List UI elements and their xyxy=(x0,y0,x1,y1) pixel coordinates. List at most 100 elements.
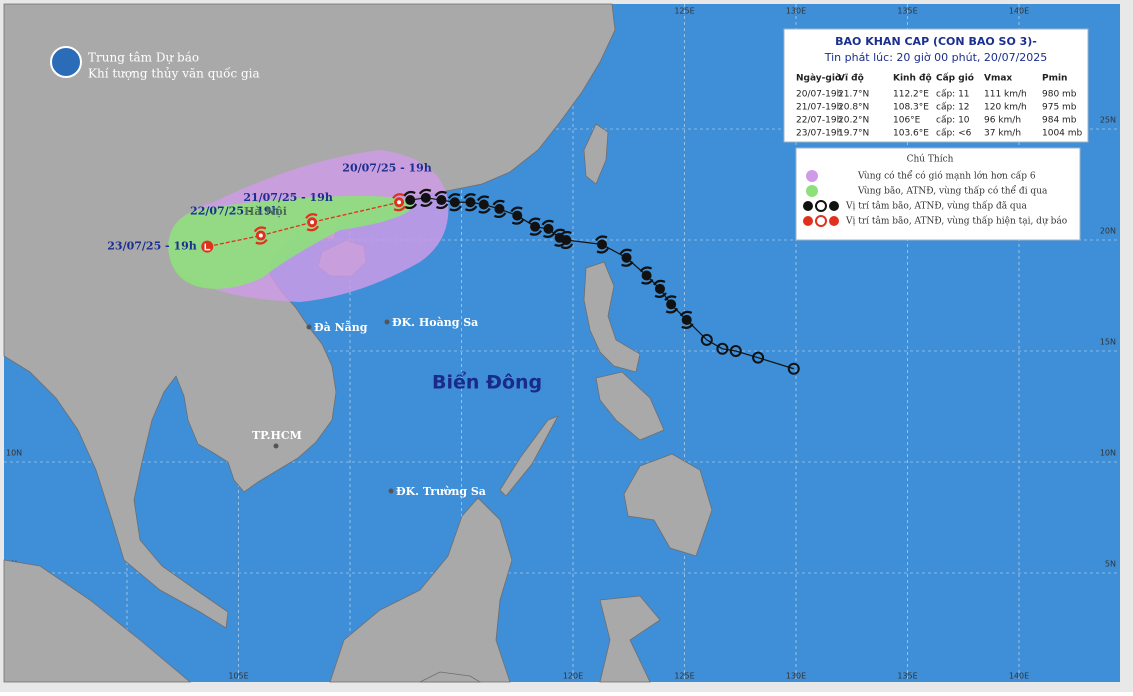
table-header: Ngày-giờ xyxy=(796,73,842,84)
legend-item: Vị trí tâm bão, ATNĐ, vùng thấp đã qua xyxy=(845,201,1027,212)
storm-tail xyxy=(403,190,418,210)
sulawesi xyxy=(599,595,661,683)
storm-symbol xyxy=(418,188,433,207)
forecast-time-label: 22/07/25 - 19h xyxy=(190,205,280,218)
storm-core xyxy=(449,197,460,208)
legend-swatch xyxy=(803,216,813,226)
table-cell: 20/07-19h xyxy=(796,90,842,100)
storm-core xyxy=(512,210,523,221)
place-dot xyxy=(273,443,279,449)
place-dot xyxy=(384,319,390,325)
low-symbol xyxy=(729,345,742,357)
table-cell: 96 km/h xyxy=(984,116,1021,126)
lat-label: 20N xyxy=(1100,227,1116,236)
mindanao xyxy=(623,453,713,557)
storm-core xyxy=(420,192,431,203)
bulletin: BAO KHAN CAP (CON BAO SO 3)- Tin phát lú… xyxy=(783,28,1089,143)
table-cell: 1004 mb xyxy=(1042,129,1083,139)
table-cell: 20.2°N xyxy=(838,116,869,126)
storm-symbol xyxy=(528,217,543,236)
storm-tail xyxy=(476,195,491,214)
legend-title: Chú Thích xyxy=(907,154,954,165)
table-cell: cấp: 10 xyxy=(936,115,970,126)
storm-core xyxy=(596,239,607,250)
legend: Chú Thích Vùng có thể có gió mạnh lớn hơ… xyxy=(795,147,1081,241)
lat-label: 15N xyxy=(1100,338,1116,347)
place-label: ĐK. Hoàng Sa xyxy=(392,316,478,329)
low-symbol xyxy=(716,342,729,355)
table-cell: cấp: 12 xyxy=(936,102,970,113)
place-label: Hà Nội xyxy=(244,205,287,218)
lon-label: 140E xyxy=(1009,7,1029,16)
legend-swatch xyxy=(815,200,827,212)
lon-label: 105E xyxy=(228,672,248,681)
storm-core xyxy=(530,221,541,232)
storm-symbol xyxy=(619,248,634,267)
storm-tail xyxy=(619,248,634,267)
table-header: Vmax xyxy=(984,74,1012,84)
table-cell: 975 mb xyxy=(1042,103,1077,113)
lon-label: 140E xyxy=(1009,672,1029,681)
legend-box xyxy=(795,147,1081,241)
storm-core xyxy=(436,195,447,206)
legend-swatch xyxy=(806,170,818,182)
storm-tail xyxy=(392,193,406,212)
low-symbol xyxy=(752,351,765,364)
bulletin-box xyxy=(783,28,1089,143)
low-symbol xyxy=(787,362,800,375)
storm-eye xyxy=(397,200,402,205)
logo-line1: Trung tâm Dự báo xyxy=(88,51,199,65)
table-cell: 112.2°E xyxy=(893,90,929,100)
storm-core xyxy=(494,203,505,214)
storm-tail xyxy=(528,217,543,236)
lat-label: 10N xyxy=(1100,449,1116,458)
luzon xyxy=(583,261,641,373)
storm-core xyxy=(621,252,632,263)
storm-eye xyxy=(310,220,315,225)
table-cell: 20.8°N xyxy=(838,103,869,113)
storm-symbol xyxy=(679,310,694,330)
storm-core xyxy=(543,223,554,234)
table-cell: 21/07-19h xyxy=(796,103,842,113)
storm-symbol xyxy=(552,228,567,247)
table-cell: 37 km/h xyxy=(984,129,1021,139)
table-cell: 19.7°N xyxy=(838,129,869,139)
forecast-track-line xyxy=(207,201,400,248)
borneo xyxy=(329,497,513,683)
table-header: Kinh độ xyxy=(893,74,932,84)
legend-swatch xyxy=(803,201,813,211)
table-cell: 111 km/h xyxy=(984,90,1027,100)
taiwan xyxy=(583,123,609,185)
bulletin-title: BAO KHAN CAP (CON BAO SO 3)- xyxy=(835,35,1037,48)
storm-symbol xyxy=(595,235,609,254)
lon-label: 130E xyxy=(786,672,806,681)
place-dot xyxy=(388,488,394,494)
table-cell: 22/07-19h xyxy=(796,116,842,126)
cone-zone xyxy=(168,196,414,289)
place-label: Đà Nẵng xyxy=(314,321,368,334)
lon-label: 135E xyxy=(897,7,917,16)
place-label: TP.HCM xyxy=(252,429,302,442)
storm-symbol xyxy=(434,190,449,210)
storm-tail xyxy=(679,310,694,330)
storm-core xyxy=(654,283,665,294)
table-header: Pmin xyxy=(1042,74,1067,84)
java xyxy=(419,671,482,683)
storm-tail xyxy=(639,266,654,285)
logo-line2: Khí tượng thủy văn quốc gia xyxy=(88,66,260,81)
forecast-time-label: 20/07/25 - 19h xyxy=(342,161,432,174)
storm-symbol xyxy=(639,266,654,285)
lat-label: 10N xyxy=(6,449,22,458)
storm-symbol xyxy=(305,213,320,232)
storm-core xyxy=(641,270,652,281)
lon-label: 135E xyxy=(897,672,917,681)
storm-core xyxy=(681,314,692,325)
table-cell: 984 mb xyxy=(1042,116,1077,126)
storm-tail xyxy=(447,193,462,212)
lon-label: 120E xyxy=(563,672,583,681)
table-cell: 21.7°N xyxy=(838,90,869,100)
storm-symbol xyxy=(541,219,556,238)
low-symbol xyxy=(700,333,713,346)
storm-core xyxy=(478,199,489,210)
